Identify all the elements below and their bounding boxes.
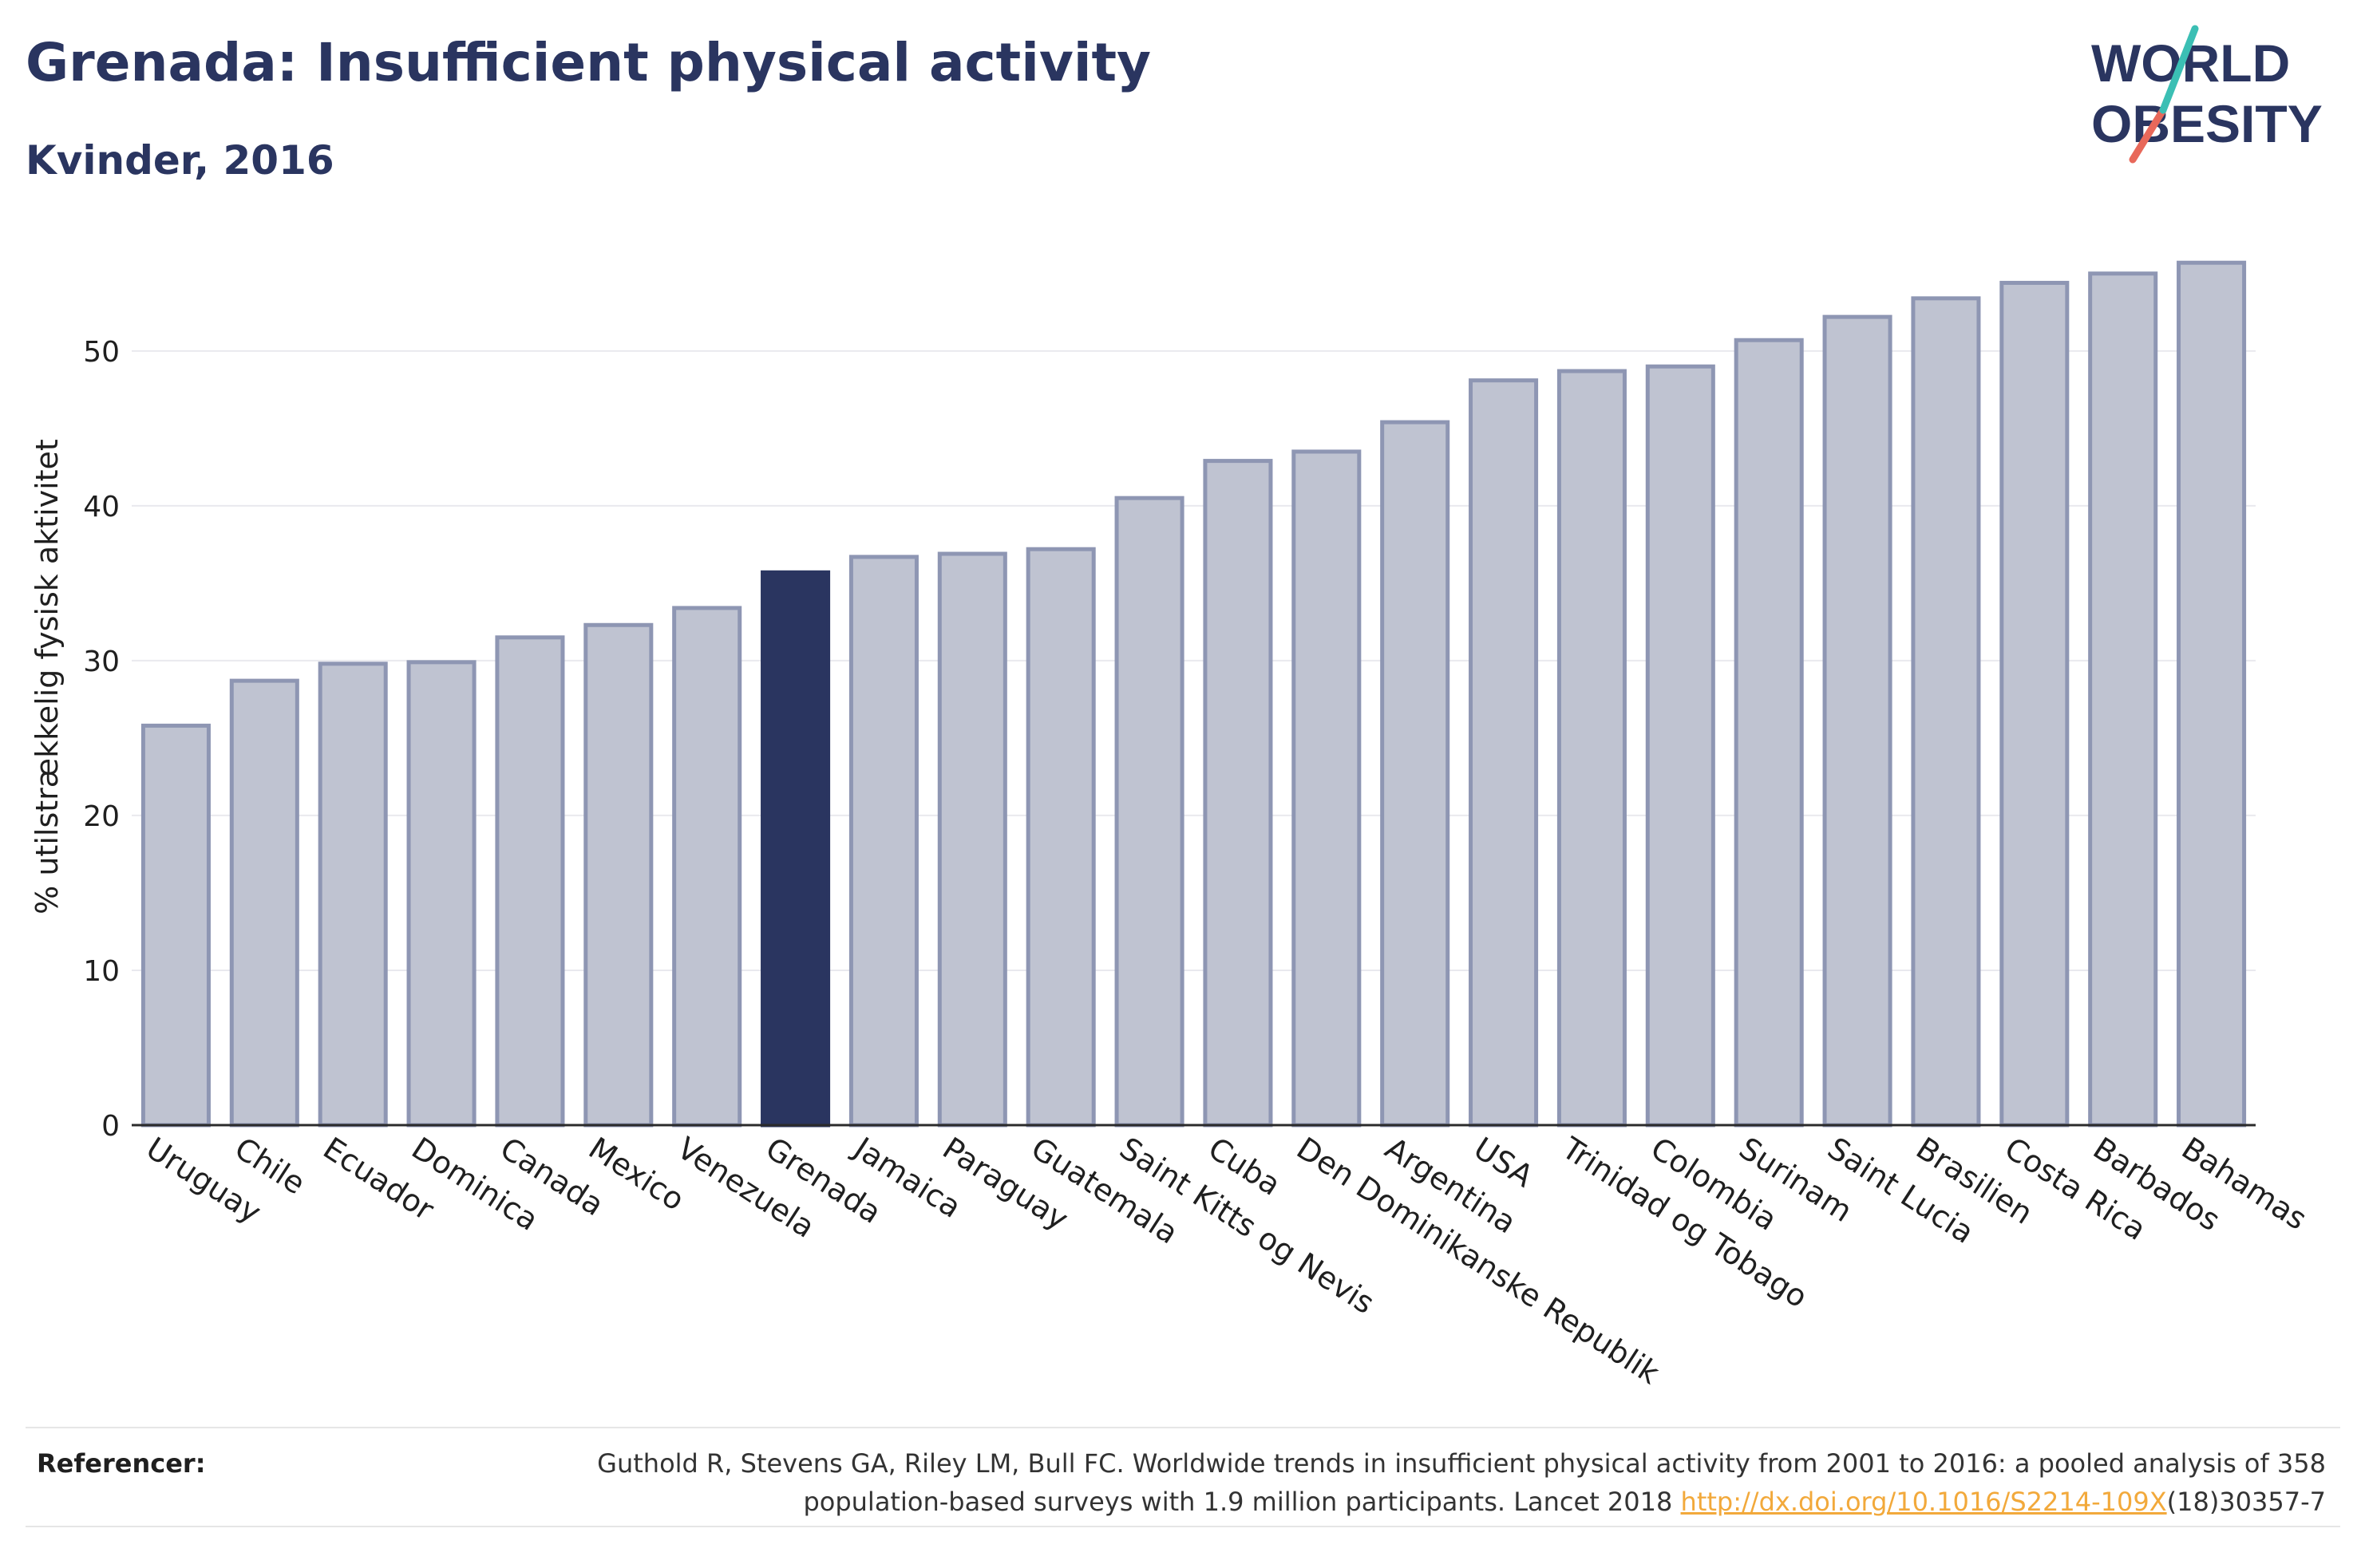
y-tick-label: 40 [83, 491, 120, 523]
bar-guatemala [1026, 547, 1096, 1128]
chart-subtitle: Kvinder, 2016 [26, 137, 334, 184]
bar-argentina [1380, 420, 1450, 1128]
bar-cuba [1203, 459, 1273, 1128]
bar-canada [495, 635, 565, 1128]
references-text: Guthold R, Stevens GA, Riley LM, Bull FC… [570, 1444, 2326, 1521]
world-obesity-logo: WORLD OBESITY [2091, 25, 2323, 164]
bar-barbados [2088, 271, 2158, 1128]
y-tick-labels: 0 10 20 30 40 50 [83, 336, 120, 1143]
bar-brasilien [1911, 296, 1981, 1128]
bar-dominica [406, 660, 477, 1128]
bar-saint-kitts-og-nevis [1114, 496, 1184, 1128]
references-label: Referencer: [37, 1448, 206, 1479]
bar-den-dominikanske-republik [1291, 449, 1362, 1128]
bar-usa [1469, 378, 1539, 1128]
y-tick-label: 50 [83, 336, 120, 369]
y-axis-label: % utilstrækkelig fysisk aktivitet [30, 439, 65, 914]
bar-venezuela [672, 606, 742, 1128]
bar-uruguay [140, 723, 211, 1128]
reference-suffix: (18)30357-7 [2166, 1487, 2326, 1517]
bar-chile [229, 678, 299, 1128]
y-tick-label: 10 [83, 955, 120, 988]
logo-slash-red [2129, 106, 2167, 164]
y-tick-label: 20 [83, 800, 120, 833]
reference-citation: Guthold R, Stevens GA, Riley LM, Bull FC… [597, 1448, 2326, 1517]
bar-costa-rica [1999, 280, 2070, 1128]
bar-mexico [583, 622, 654, 1128]
bar-jamaica [848, 555, 919, 1128]
gridlines [132, 350, 2256, 971]
bar-bahamas [2177, 260, 2247, 1128]
reference-doi-link[interactable]: http://dx.doi.org/10.1016/S2214-109X [1680, 1487, 2167, 1517]
bar-trinidad-og-tobago [1556, 369, 1627, 1128]
logo-slash-teal [2159, 25, 2199, 114]
y-tick-label: 0 [101, 1110, 120, 1143]
bar-saint-lucia [1822, 314, 1892, 1128]
bar-grenada [761, 570, 831, 1128]
bar-surinam [1734, 338, 1804, 1128]
bar-colombia [1645, 364, 1715, 1128]
divider-top [26, 1427, 2340, 1428]
logo-line2: OBESITY [2091, 94, 2323, 153]
bar-paraguay [937, 551, 1007, 1128]
y-tick-label: 30 [83, 646, 120, 678]
bar-ecuador [318, 662, 388, 1128]
bars [140, 260, 2247, 1128]
chart-title: Grenada: Insufficient physical activity [26, 32, 1152, 93]
divider-bottom [26, 1526, 2340, 1527]
